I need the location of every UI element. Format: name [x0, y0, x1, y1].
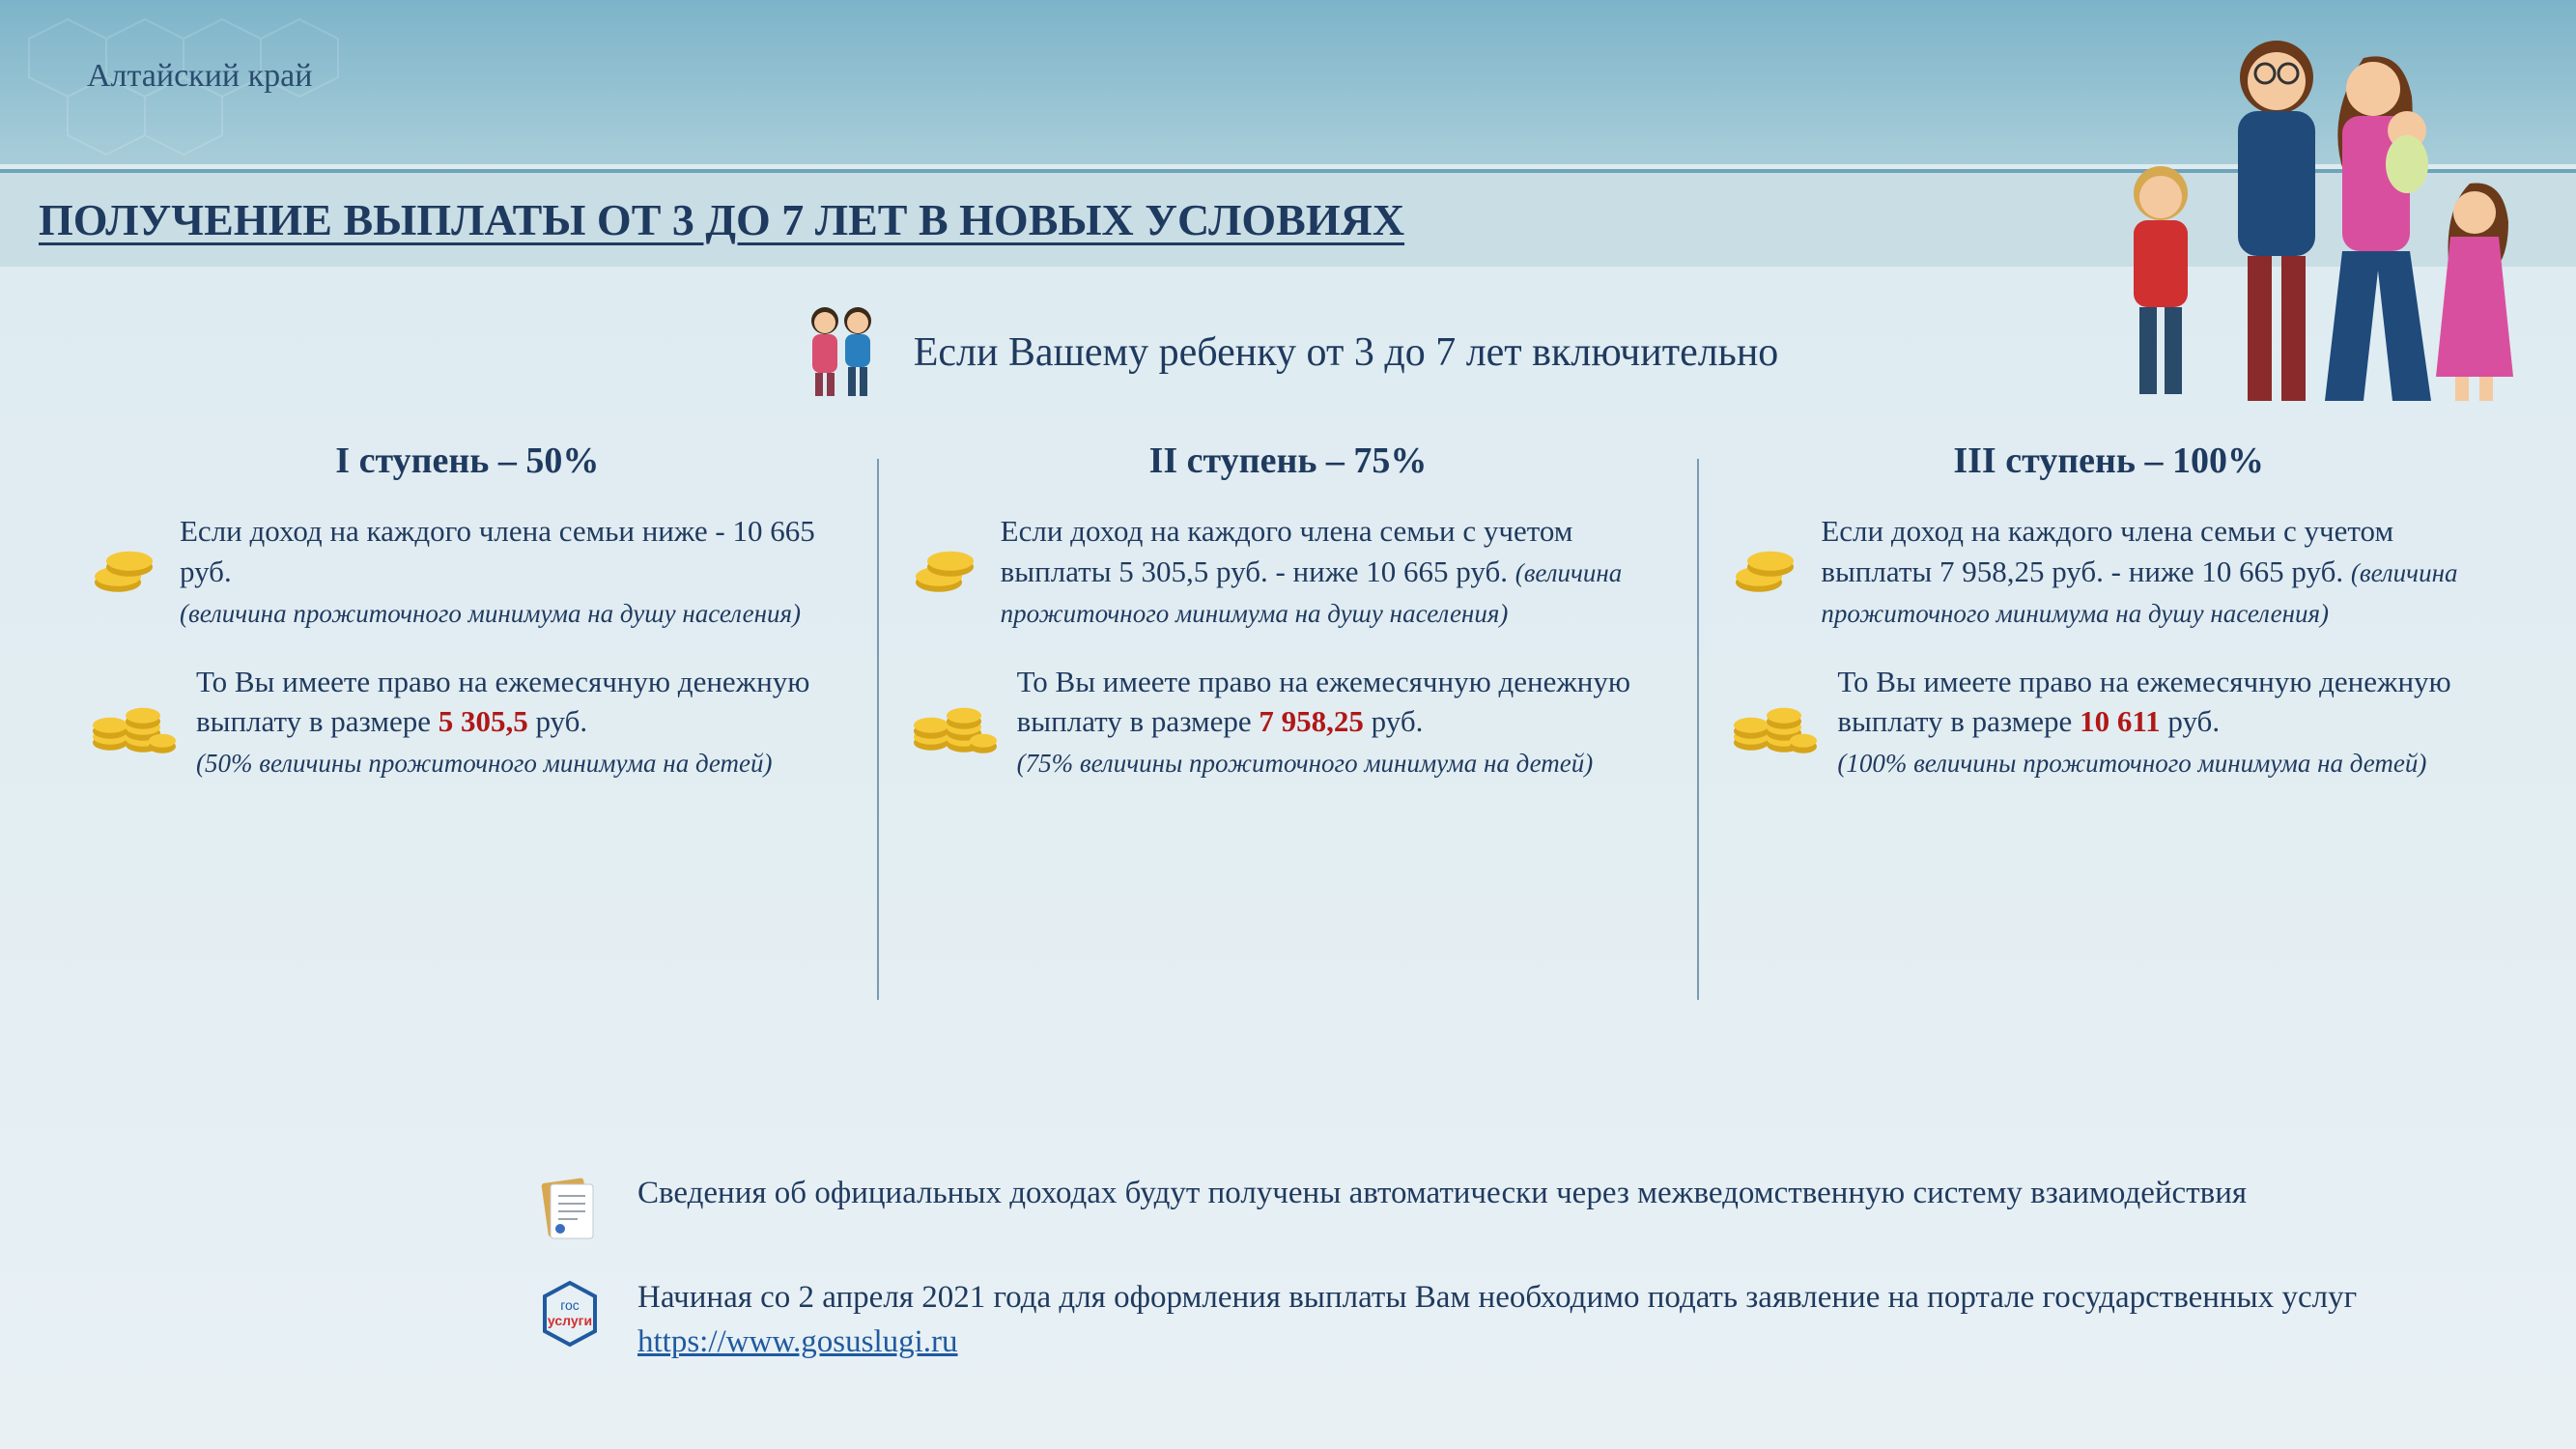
footer-text-2: Начиная со 2 апреля 2021 года для оформл… [637, 1280, 2357, 1315]
coins-stack-icon [1728, 662, 1820, 783]
coin-icon [1728, 511, 1803, 633]
gosuslugi-icon: гос услуги [531, 1275, 609, 1352]
res-post-1: руб. [528, 704, 587, 738]
footer-section: Сведения об официальных доходах будут по… [531, 1171, 2383, 1391]
step-col-3: III ступень – 100% Если доход на каждого… [1699, 440, 2518, 1000]
svg-text:гос: гос [560, 1297, 580, 1313]
step-result-3: То Вы имеете право на ежемесячную денежн… [1728, 662, 2489, 783]
gosuslugi-link[interactable]: https://www.gosuslugi.ru [637, 1324, 958, 1359]
step-result-1: То Вы имеете право на ежемесячную денежн… [87, 662, 848, 783]
step-title-3: III ступень – 100% [1728, 440, 2489, 482]
step-title-1: I ступень – 50% [87, 440, 848, 482]
footer-text-1: Сведения об официальных доходах будут по… [637, 1171, 2247, 1215]
res-amount-2: 7 958,25 [1259, 704, 1364, 738]
svg-text:услуги: услуги [548, 1313, 592, 1328]
steps-columns: I ступень – 50% Если доход на каждого чл… [58, 440, 2518, 1000]
res-amount-3: 10 611 [2080, 704, 2161, 738]
res-amount-1: 5 305,5 [439, 704, 528, 738]
step-condition-1: Если доход на каждого члена семьи ниже -… [87, 511, 848, 633]
coin-icon [87, 511, 162, 633]
res-note-1: (50% величины прожиточного минимума на д… [196, 749, 773, 778]
res-post-2: руб. [1364, 704, 1423, 738]
coins-stack-icon [908, 662, 1000, 783]
family-illustration [2074, 19, 2537, 425]
step-title-2: II ступень – 75% [908, 440, 1669, 482]
res-note-2: (75% величины прожиточного минимума на д… [1017, 749, 1594, 778]
subtitle-text: Если Вашему ребенку от 3 до 7 лет включи… [914, 329, 1779, 376]
kids-icon [798, 299, 885, 406]
coin-icon [908, 511, 983, 633]
cond-text-1: Если доход на каждого члена семьи ниже -… [180, 514, 815, 588]
cond-text-3: Если доход на каждого члена семьи с учет… [1821, 514, 2393, 588]
region-label: Алтайский край [87, 58, 312, 95]
step-condition-2: Если доход на каждого члена семьи с учет… [908, 511, 1669, 633]
res-post-3: руб. [2161, 704, 2220, 738]
coins-stack-icon [87, 662, 179, 783]
step-result-2: То Вы имеете право на ежемесячную денежн… [908, 662, 1669, 783]
step-col-2: II ступень – 75% Если доход на каждого ч… [879, 440, 1698, 1000]
cond-note-1: (величина прожиточного минимума на душу … [180, 599, 801, 628]
res-note-3: (100% величины прожиточного минимума на … [1837, 749, 2426, 778]
footer-row-1: Сведения об официальных доходах будут по… [531, 1171, 2383, 1248]
cond-text-2: Если доход на каждого члена семьи с учет… [1001, 514, 1573, 588]
step-condition-3: Если доход на каждого члена семьи с учет… [1728, 511, 2489, 633]
footer-row-2: гос услуги Начиная со 2 апреля 2021 года… [531, 1275, 2383, 1364]
step-col-1: I ступень – 50% Если доход на каждого чл… [58, 440, 877, 1000]
document-icon [531, 1171, 609, 1248]
